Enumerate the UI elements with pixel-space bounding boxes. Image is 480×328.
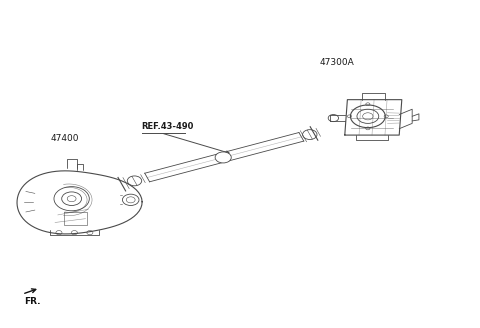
Circle shape xyxy=(215,152,231,163)
Text: FR.: FR. xyxy=(24,297,40,306)
Text: 47300A: 47300A xyxy=(319,58,354,67)
Text: REF.43-490: REF.43-490 xyxy=(142,122,194,131)
Text: 47400: 47400 xyxy=(50,134,79,143)
